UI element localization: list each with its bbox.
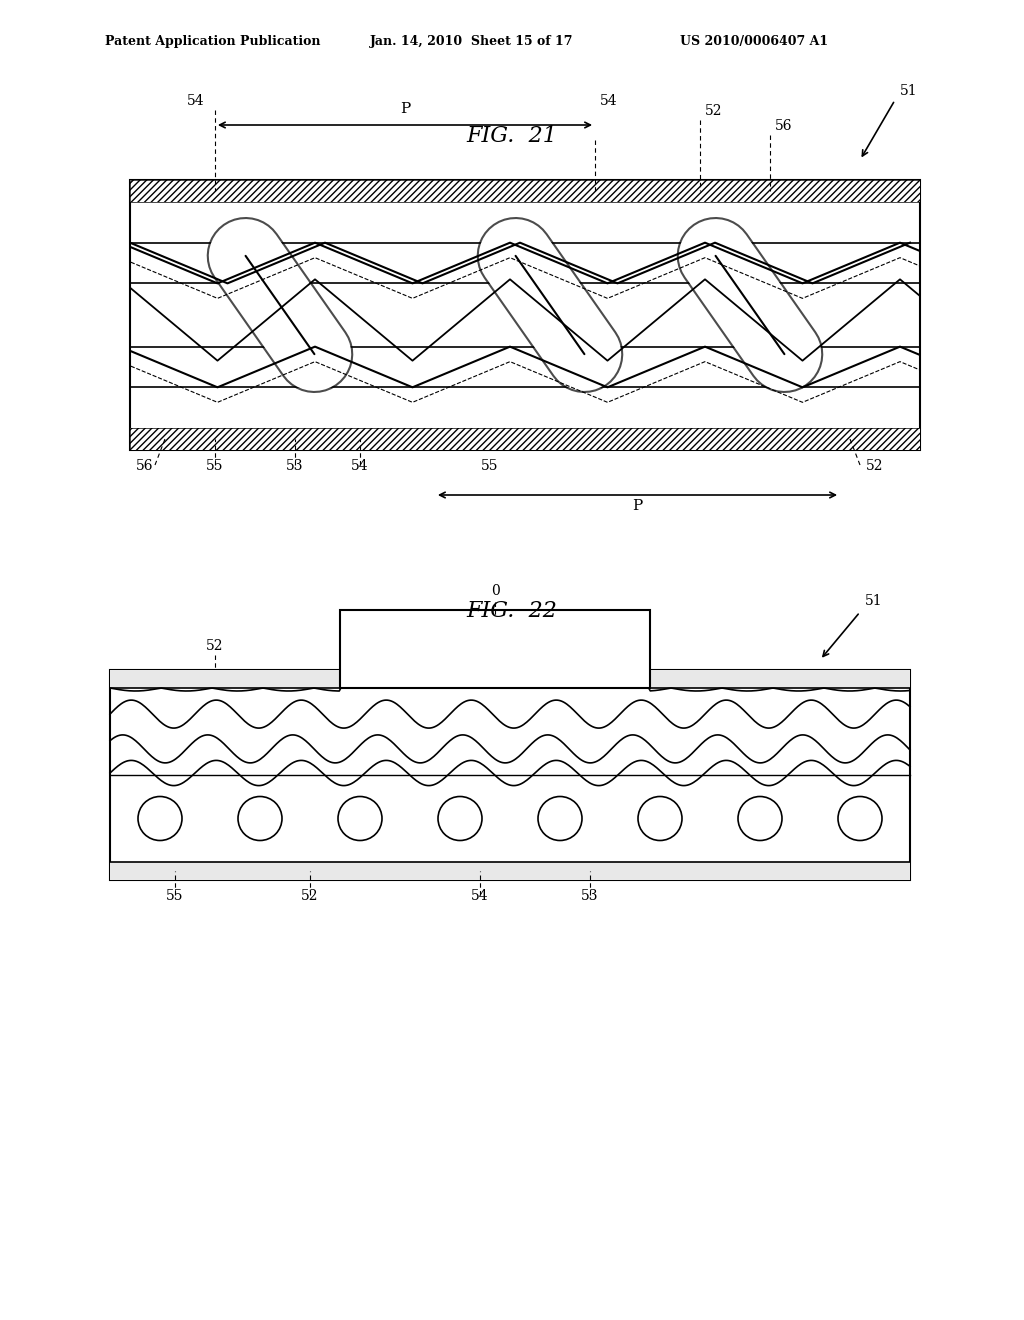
Bar (130, 180, 920, 202)
Bar (110, 671, 910, 880)
Text: 55: 55 (206, 459, 224, 473)
Text: 52: 52 (866, 459, 884, 473)
Text: 56: 56 (775, 119, 793, 133)
Text: US 2010/0006407 A1: US 2010/0006407 A1 (680, 36, 828, 48)
Bar (130, 428, 920, 450)
Text: P: P (400, 102, 411, 116)
Text: 53: 53 (287, 459, 304, 473)
Text: 54: 54 (187, 94, 205, 108)
Text: 54: 54 (351, 459, 369, 473)
Text: Patent Application Publication: Patent Application Publication (105, 36, 321, 48)
Text: FIG.  21: FIG. 21 (467, 125, 557, 147)
Text: 52: 52 (705, 104, 723, 117)
Text: 55: 55 (166, 888, 183, 903)
Text: 56: 56 (136, 459, 154, 473)
Bar (130, 180, 920, 202)
Text: 54: 54 (471, 888, 488, 903)
Bar (340, 610, 650, 688)
Text: FIG.  22: FIG. 22 (467, 601, 557, 622)
Text: Jan. 14, 2010  Sheet 15 of 17: Jan. 14, 2010 Sheet 15 of 17 (370, 36, 573, 48)
Text: 51: 51 (865, 594, 883, 609)
Bar (110, 862, 910, 880)
Text: 0: 0 (490, 583, 500, 598)
Text: 52: 52 (301, 888, 318, 903)
Text: 53: 53 (582, 888, 599, 903)
Text: 52: 52 (206, 639, 224, 653)
Bar (110, 671, 910, 688)
Text: 55: 55 (481, 459, 499, 473)
Bar (130, 180, 920, 450)
Text: P: P (633, 499, 643, 513)
Text: 51: 51 (900, 84, 918, 98)
Bar (130, 428, 920, 450)
Text: 54: 54 (600, 94, 617, 108)
